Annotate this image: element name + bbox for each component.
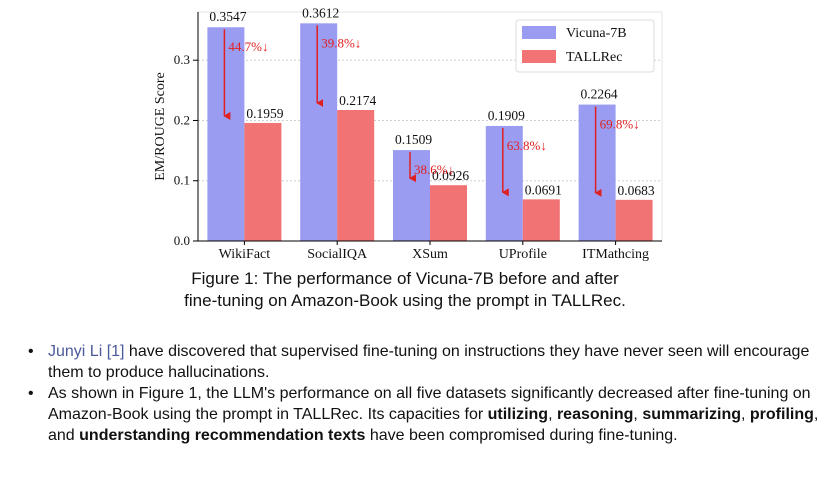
x-tick-label: WikiFact xyxy=(219,247,271,262)
x-tick-label: XSum xyxy=(412,247,448,262)
value-label-vicuna-7b: 0.1909 xyxy=(488,108,525,123)
bold-understanding: understanding recommendation texts xyxy=(79,427,366,444)
value-label-tallrec: 0.1959 xyxy=(246,106,283,121)
bar-tallrec xyxy=(244,122,282,241)
bar-vicuna-7b xyxy=(300,23,338,242)
axes: 0.0 0.1 0.2 0.3 EM/ROUGE Score WikiFact Social… xyxy=(153,12,662,262)
legend: Vicuna-7B TALLRec xyxy=(515,19,655,73)
value-label-tallrec: 0.0926 xyxy=(432,168,469,183)
y-tick-label: 0.2 xyxy=(174,112,190,127)
drop-annotation: 39.8%↓ xyxy=(321,35,361,50)
bullet-2-text-a: As shown in Figure 1, the LLM's performa… xyxy=(48,385,811,423)
separator: , xyxy=(741,406,750,423)
bold-summarizing: summarizing xyxy=(642,406,741,423)
legend-swatch xyxy=(522,26,556,39)
value-label-tallrec: 0.0683 xyxy=(618,183,655,198)
bullet-item-1: Junyi Li [1] have discovered that superv… xyxy=(22,341,822,383)
bold-utilizing: utilizing xyxy=(487,406,549,423)
drop-annotation: 44.7%↓ xyxy=(228,39,268,54)
legend-label: Vicuna-7B xyxy=(566,26,627,41)
bar-vicuna-7b xyxy=(207,27,245,241)
bar-tallrec xyxy=(522,199,560,241)
value-label-vicuna-7b: 0.3547 xyxy=(209,9,246,24)
separator: , xyxy=(633,406,643,423)
bars xyxy=(207,23,653,242)
legend-label: TALLRec xyxy=(566,50,622,65)
y-tick-label: 0.0 xyxy=(174,233,190,248)
x-tick-label: ITMathcing xyxy=(582,247,649,262)
y-tick-label: 0.3 xyxy=(174,52,190,67)
bold-profiling: profiling xyxy=(749,406,814,423)
bullet-item-2: As shown in Figure 1, the LLM's performa… xyxy=(22,383,822,446)
drop-annotation: 38.6%↓ xyxy=(414,162,454,177)
value-label-tallrec: 0.2174 xyxy=(339,93,376,108)
bold-reasoning: reasoning xyxy=(556,406,634,423)
bar-vicuna-7b xyxy=(393,150,430,241)
x-tick-label: UProfile xyxy=(499,247,547,262)
figure-caption: Figure 1: The performance of Vicuna-7B b… xyxy=(150,268,660,312)
y-axis-label: EM/ROUGE Score xyxy=(153,72,168,181)
bar-vicuna-7b xyxy=(485,125,523,241)
bullet-1-text: have discovered that supervised fine-tun… xyxy=(48,343,810,381)
value-label-tallrec: 0.0691 xyxy=(525,182,562,197)
y-tick-label: 0.1 xyxy=(174,173,190,188)
bullet-2-text-end: have been compromised during fine-tuning… xyxy=(365,427,678,444)
drop-annotation: 63.8%↓ xyxy=(507,138,547,153)
value-label-vicuna-7b: 0.2264 xyxy=(581,87,618,102)
bar-tallrec xyxy=(430,185,467,241)
bar-tallrec xyxy=(615,199,653,241)
value-labels: 0.3547 0.1959 44.7%↓ 0.3612 0.2174 39.8%↓ 0.15… xyxy=(209,5,655,198)
bar-tallrec xyxy=(337,109,375,242)
x-tick-label: SocialIQA xyxy=(307,247,368,262)
bar-vicuna-7b xyxy=(578,104,616,241)
separator: , and xyxy=(48,406,819,444)
value-label-vicuna-7b: 0.1509 xyxy=(395,132,432,147)
performance-bar-chart: 0.0 0.1 0.2 0.3 EM/ROUGE Score WikiFact Social… xyxy=(153,5,663,262)
caption-line-2: fine-tuning on Amazon-Book using the pro… xyxy=(184,291,626,310)
reference-link[interactable]: Junyi Li [1] xyxy=(48,343,125,360)
drop-annotation: 69.8%↓ xyxy=(600,117,640,132)
caption-line-1: Figure 1: The performance of Vicuna-7B b… xyxy=(191,269,619,288)
value-label-vicuna-7b: 0.3612 xyxy=(302,5,339,20)
legend-swatch xyxy=(522,50,556,63)
separator: , xyxy=(548,406,557,423)
bullet-list: Junyi Li [1] have discovered that superv… xyxy=(22,341,822,446)
